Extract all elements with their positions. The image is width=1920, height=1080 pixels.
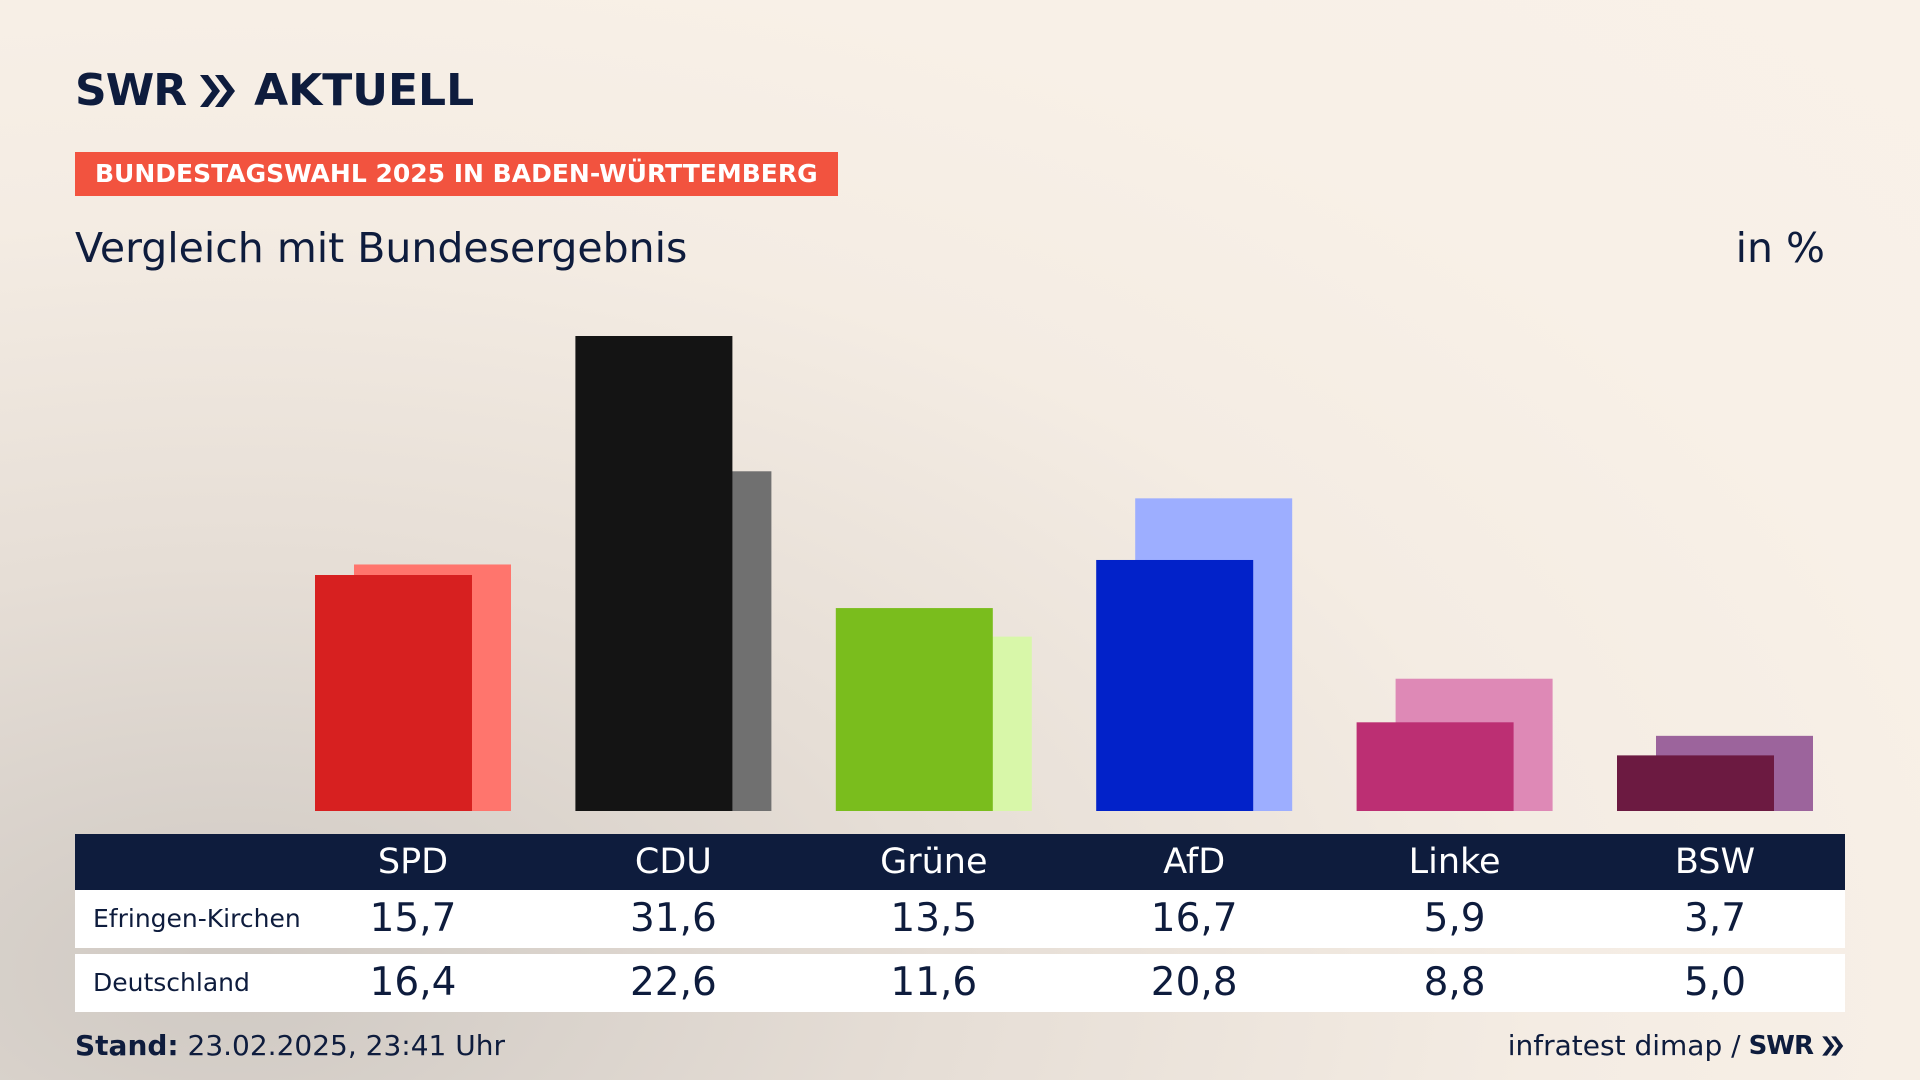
column-header: Linke <box>1408 842 1501 882</box>
table-row: Deutschland 16,4 22,6 11,6 20,8 8,8 5,0 <box>75 954 1845 1012</box>
column-header: CDU <box>634 842 712 882</box>
value-cell: 22,6 <box>629 960 717 1005</box>
value-cell: 13,5 <box>890 896 978 941</box>
column-header: SPD <box>377 842 449 882</box>
value-cell: 5,9 <box>1423 896 1486 941</box>
row-label: Deutschland <box>93 968 250 997</box>
swr-aktuell-logo: SWR AKTUELL <box>75 66 474 116</box>
stand-label: Stand: <box>75 1029 179 1062</box>
unit-label: in % <box>1735 224 1825 272</box>
value-cell: 31,6 <box>629 896 717 941</box>
small-double-chevron-icon <box>1822 1036 1844 1056</box>
value-cell: 11,6 <box>890 960 978 1005</box>
value-cell: 3,7 <box>1683 896 1747 941</box>
column-header: AfD <box>1163 842 1226 882</box>
timestamp: Stand: 23.02.2025, 23:41 Uhr <box>75 1028 505 1064</box>
value-cell: 20,8 <box>1150 960 1238 1005</box>
chart-subtitle: Vergleich mit Bundesergebnis <box>75 224 688 272</box>
logo-swr-text: SWR <box>75 65 187 116</box>
logo-aktuell-text: AKTUELL <box>254 65 475 116</box>
results-table: SPD CDU Grüne AfD Linke BSW Efringen-Kirchen … <box>75 834 1845 1012</box>
bar-local-linke <box>1356 722 1514 811</box>
source-text: infratest dimap / <box>1507 1029 1741 1062</box>
value-cell: 16,4 <box>369 960 457 1005</box>
value-cell: 16,7 <box>1150 896 1238 941</box>
column-header: Grüne <box>880 842 988 882</box>
election-banner: BUNDESTAGSWAHL 2025 IN BADEN-WÜRTTEMBERG <box>75 152 838 196</box>
source-credit: infratest dimap / SWR <box>1508 1028 1845 1064</box>
value-cell: 8,8 <box>1423 960 1486 1005</box>
bar-local-spd <box>315 575 472 811</box>
value-cell: 15,7 <box>369 896 457 941</box>
bar-local-cdu <box>575 336 733 811</box>
table-row: Efringen-Kirchen 15,7 31,6 13,5 16,7 5,9 3,7 <box>75 890 1845 948</box>
stand-value: 23.02.2025, 23:41 Uhr <box>178 1029 505 1062</box>
double-chevron-icon <box>200 75 236 107</box>
bar-local-bsw <box>1617 755 1774 811</box>
bar-local-afd <box>1096 559 1254 811</box>
source-logo-text: SWR <box>1748 1031 1814 1061</box>
row-label: Efringen-Kirchen <box>93 904 301 933</box>
value-cell: 5,0 <box>1683 960 1747 1005</box>
table-header: SPD CDU Grüne AfD Linke BSW <box>75 834 1845 890</box>
bar-local-grüne <box>835 608 993 811</box>
column-header: BSW <box>1674 842 1756 882</box>
